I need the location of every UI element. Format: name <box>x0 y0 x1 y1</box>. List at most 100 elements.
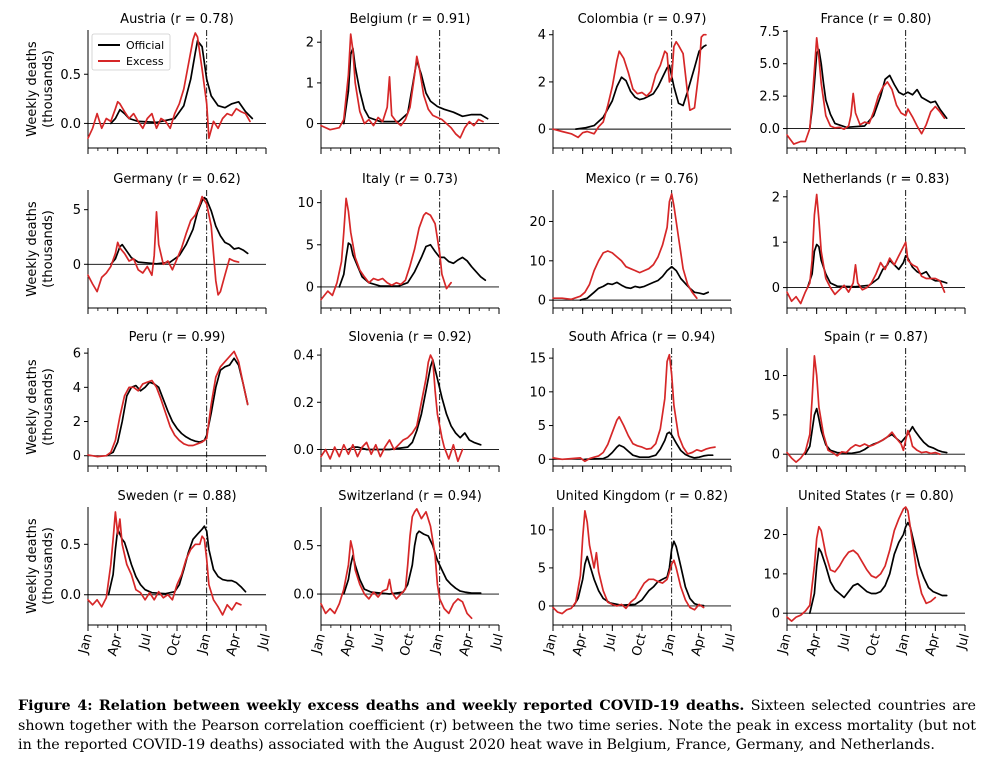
panel-title: United States (r = 0.80) <box>798 489 954 504</box>
x-tick-label: Apr <box>923 632 943 658</box>
panel-12: Sweden (r = 0.88) 0.0 0.5 Jan Apr Jul Oct Jan Ap… <box>60 489 274 658</box>
y-tick-label: 0.4 <box>293 349 314 364</box>
official-series-line <box>347 358 482 451</box>
y-tick-label: 0.0 <box>293 443 314 458</box>
official-series-line <box>808 521 948 615</box>
y-tick-label: 20 <box>529 215 546 230</box>
x-tick-label: Jan <box>309 632 329 656</box>
y-tick-label: 10 <box>529 385 546 400</box>
panel-title: United Kingdom (r = 0.82) <box>556 489 728 504</box>
panel-11: Spain (r = 0.87) 0 5 10 <box>763 330 966 472</box>
y-tick-label: 0 <box>538 453 546 468</box>
excess-series-line <box>320 354 464 463</box>
y-tick-label: 1 <box>306 76 314 91</box>
caption-label: Figure 4: <box>18 698 93 714</box>
y-axis-label-row-3: Weekly deaths (thousands) <box>25 359 56 455</box>
y-tick-label: 0.5 <box>293 539 314 554</box>
x-tick-label: Jul <box>488 632 507 652</box>
x-tick-label: Apr <box>570 632 590 658</box>
x-tick-label: Jul <box>720 632 739 652</box>
figure-caption: Figure 4: Relation between weekly excess… <box>18 697 976 756</box>
y-tick-label: 0.5 <box>60 68 81 83</box>
official-series-line <box>572 540 705 607</box>
x-tick-label: Jul <box>954 632 973 652</box>
x-tick-label: Jul <box>255 632 274 652</box>
excess-series-line <box>320 33 484 139</box>
x-tick-label: Jan <box>894 632 914 656</box>
official-series-line <box>342 530 482 595</box>
y-tick-label: 0 <box>772 281 780 296</box>
panel-title: Belgium (r = 0.91) <box>349 12 470 27</box>
x-tick-label: Jul <box>835 632 854 652</box>
panel-title: Germany (r = 0.62) <box>113 172 240 187</box>
y-axis-label-row-2: Weekly deaths (thousands) <box>25 201 56 297</box>
excess-series-line <box>552 33 707 139</box>
x-tick-label: Jul <box>136 632 155 652</box>
x-tick-label: Apr <box>224 632 244 658</box>
x-tick-label: Apr <box>804 632 824 658</box>
panel-15: United States (r = 0.80) 0 10 20 Jan Apr Jul Oc… <box>763 489 972 658</box>
panel-1: Belgium (r = 0.91) 0 1 2 <box>306 12 500 154</box>
x-tick-label: Apr <box>338 632 358 658</box>
y-axis-label-line: Weekly deaths <box>25 201 40 297</box>
x-tick-label: Oct <box>398 632 418 658</box>
panel-title: France (r = 0.80) <box>821 12 932 27</box>
legend: Official Excess <box>91 33 171 71</box>
panel-3: France (r = 0.80) 0.0 2.5 5.0 7.5 <box>759 12 966 154</box>
official-series-line <box>806 243 948 289</box>
official-series-line <box>584 431 714 461</box>
panel-6: Mexico (r = 0.76) 0 10 20 <box>529 172 732 314</box>
y-axis-label-line: Weekly deaths <box>25 359 40 455</box>
panel-5: Italy (r = 0.73) 0 5 10 <box>297 172 500 314</box>
y-tick-label: 0 <box>73 258 81 273</box>
y-tick-label: 0 <box>306 280 314 295</box>
y-tick-label: 0 <box>538 123 546 138</box>
excess-series-line <box>552 509 705 615</box>
y-axis-label-line: Weekly deaths <box>25 41 40 137</box>
x-tick-label: Apr <box>689 632 709 658</box>
x-tick-label: Jan <box>195 632 215 656</box>
y-axis-label-line: (thousands) <box>41 368 56 446</box>
panel-0: Austria (r = 0.78) 0.0 0.5 Official Excess <box>60 12 267 154</box>
y-tick-label: 5 <box>772 408 780 423</box>
x-tick-label: Oct <box>864 632 884 658</box>
x-tick-label: Jan <box>541 632 561 656</box>
x-tick-label: Apr <box>105 632 125 658</box>
panel-2: Colombia (r = 0.97) 0 2 4 <box>538 12 732 154</box>
panel-title: Peru (r = 0.99) <box>129 330 226 345</box>
panel-title: Netherlands (r = 0.83) <box>803 172 950 187</box>
legend-excess-label: Excess <box>126 55 164 68</box>
y-tick-label: 5 <box>538 419 546 434</box>
panel-7: Netherlands (r = 0.83) 0 1 2 <box>772 172 966 314</box>
y-tick-label: 5 <box>306 238 314 253</box>
x-tick-label: Apr <box>457 632 477 658</box>
x-tick-label: Oct <box>630 632 650 658</box>
panel-title: Sweden (r = 0.88) <box>117 489 236 504</box>
y-tick-label: 10 <box>297 196 314 211</box>
official-series-line <box>579 265 710 301</box>
y-tick-label: 20 <box>763 528 780 543</box>
excess-series-line <box>786 193 946 305</box>
x-tick-label: Jul <box>369 632 388 652</box>
y-tick-label: 0 <box>772 607 780 622</box>
y-tick-label: 0.5 <box>60 538 81 553</box>
y-tick-label: 5.0 <box>759 57 780 72</box>
excess-series-line <box>87 350 249 458</box>
panel-title: Slovenia (r = 0.92) <box>348 330 471 345</box>
y-tick-label: 2.5 <box>759 90 780 105</box>
panel-title: South Africa (r = 0.94) <box>569 330 716 345</box>
panel-title: Switzerland (r = 0.94) <box>338 489 482 504</box>
y-tick-label: 0.0 <box>60 117 81 132</box>
x-tick-label: Jan <box>76 632 96 656</box>
y-tick-label: 15 <box>529 352 546 367</box>
y-axis-label-line: (thousands) <box>41 50 56 128</box>
excess-series-line <box>320 508 473 620</box>
y-axis-label-line: Weekly deaths <box>25 518 40 614</box>
y-tick-label: 10 <box>763 369 780 384</box>
y-tick-label: 0 <box>538 599 546 614</box>
panel-8: Peru (r = 0.99) 0 2 4 6 <box>73 330 267 472</box>
y-tick-label: 0 <box>73 449 81 464</box>
y-axis-label-row-4: Weekly deaths (thousands) <box>25 518 56 614</box>
y-tick-label: 0.0 <box>293 588 314 603</box>
official-series-line <box>105 357 249 457</box>
